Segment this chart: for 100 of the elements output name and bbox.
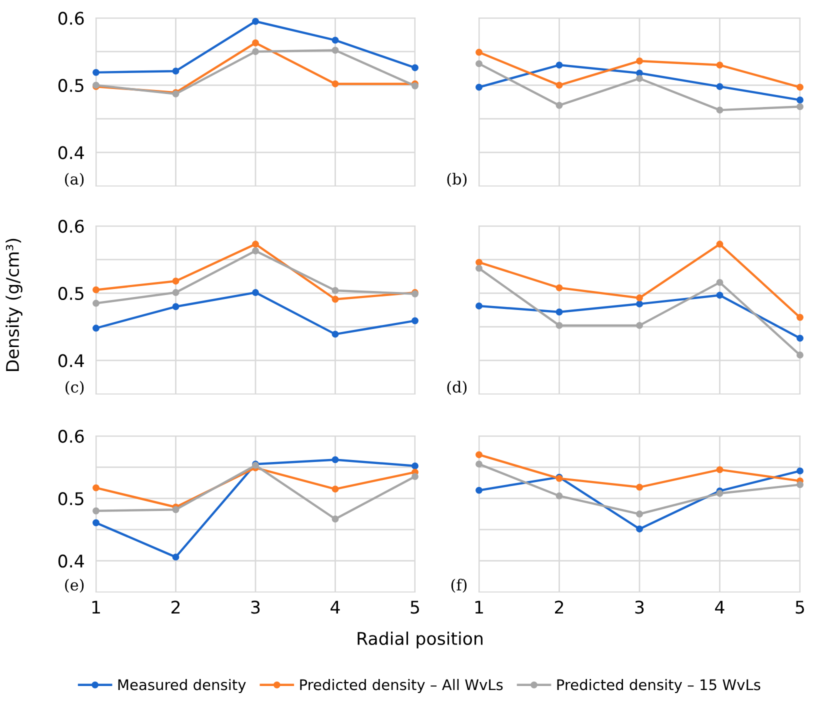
point [796, 96, 804, 104]
point [556, 102, 563, 109]
legend-label: Predicted density – All WvLs [300, 678, 503, 694]
point [332, 486, 339, 493]
y-tick-label: 0.4 [58, 354, 84, 368]
y-axis-title: Density (g/cm³) [6, 238, 22, 371]
point [716, 62, 724, 69]
text: (c) [66, 380, 84, 395]
point [252, 240, 259, 248]
point [252, 39, 259, 46]
point [796, 314, 804, 321]
point [556, 308, 563, 316]
x-tick-label: 4 [330, 600, 340, 614]
point [716, 106, 724, 114]
point [476, 486, 482, 494]
point [172, 278, 180, 285]
point [556, 62, 563, 69]
point [556, 492, 563, 500]
point [252, 18, 259, 25]
point [796, 84, 804, 91]
x-tick-label: 1 [92, 600, 100, 614]
point [796, 352, 804, 358]
y-tick-label: 0.5 [58, 286, 84, 300]
point [716, 292, 724, 299]
point [476, 451, 482, 458]
point [796, 334, 804, 342]
point [412, 473, 418, 480]
point [476, 48, 482, 56]
point [92, 519, 100, 526]
point [172, 303, 180, 310]
y-tick-label: 0.4 [58, 554, 84, 568]
text: (b) [447, 172, 467, 187]
point [556, 82, 563, 89]
point [332, 36, 339, 44]
point [332, 80, 339, 88]
point [796, 467, 804, 474]
y-tick-label: 0.5 [58, 492, 84, 506]
legend-label: Measured density [118, 678, 246, 694]
point [332, 296, 339, 303]
point [796, 481, 804, 488]
point [716, 466, 724, 474]
point [476, 60, 482, 68]
y-tick-label: 0.6 [58, 430, 84, 443]
y-tick-label: 0.4 [58, 146, 84, 160]
point [476, 264, 482, 272]
point [556, 322, 563, 329]
point [476, 460, 482, 468]
point [636, 58, 643, 64]
y-tick-label: 0.6 [58, 220, 84, 233]
point [636, 484, 643, 491]
text: (d) [447, 380, 467, 395]
legend-label: Predicted density – 15 WvLs [557, 678, 760, 694]
point [412, 462, 418, 470]
point [636, 322, 643, 329]
point [556, 284, 563, 292]
point [716, 490, 724, 497]
x-tick-label: 4 [715, 600, 724, 614]
point [636, 526, 643, 532]
point [92, 507, 100, 514]
point [412, 64, 418, 72]
point [172, 554, 180, 561]
point [92, 286, 100, 294]
point [476, 258, 482, 266]
point [92, 324, 100, 332]
point [332, 516, 339, 522]
text: (a) [65, 172, 84, 187]
point [172, 506, 180, 514]
point [252, 48, 259, 56]
text: (e) [65, 578, 84, 593]
point [476, 84, 482, 91]
point [172, 68, 180, 75]
point [92, 484, 100, 492]
point [172, 289, 180, 296]
y-tick-label: 0.6 [58, 12, 84, 25]
point [636, 510, 643, 518]
point [332, 330, 339, 338]
x-tick-label: 3 [251, 600, 260, 614]
point [332, 46, 339, 54]
point [636, 294, 643, 302]
point [332, 456, 339, 464]
point [476, 302, 482, 310]
text: (f) [451, 578, 467, 593]
y-tick-label: 0.5 [58, 78, 84, 92]
point [716, 83, 724, 90]
point [92, 68, 100, 76]
x-axis-title: Radial position [358, 632, 482, 648]
point [796, 103, 804, 110]
point [332, 287, 339, 294]
point [252, 289, 259, 296]
point [636, 300, 643, 308]
point [716, 240, 724, 248]
x-tick-label: 3 [635, 600, 644, 614]
x-tick-label: 1 [475, 600, 483, 614]
point [252, 247, 259, 254]
point [412, 317, 418, 324]
x-tick-label: 5 [410, 600, 420, 614]
point [92, 300, 100, 307]
x-tick-label: 2 [555, 600, 564, 614]
x-tick-label: 2 [172, 600, 180, 614]
point [636, 75, 643, 82]
